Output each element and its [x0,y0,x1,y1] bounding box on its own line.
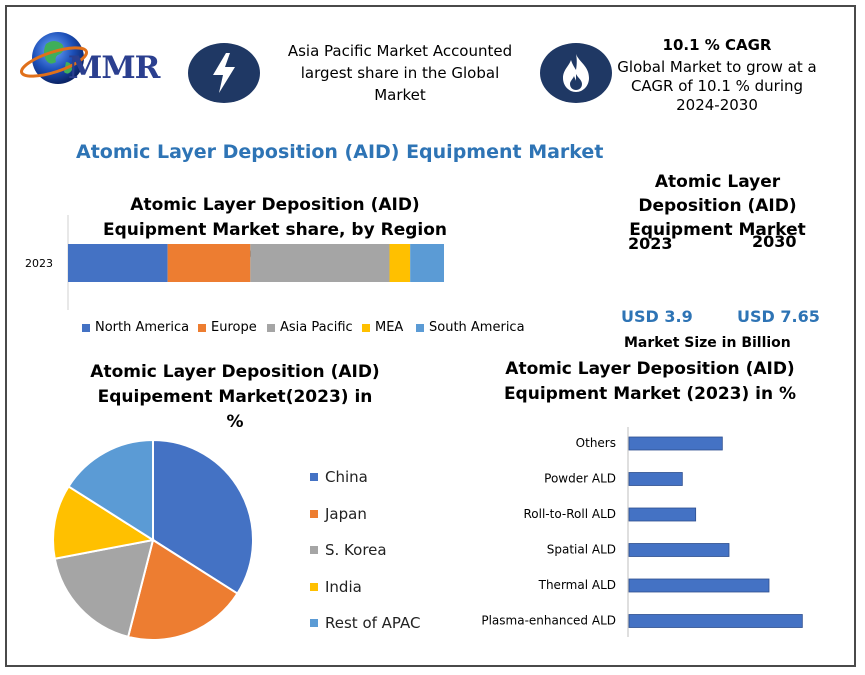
hbar-category-label: Spatial ALD [547,543,616,557]
market-size-title: Atomic Layer Deposition (AID) Equipment … [629,172,806,240]
region-stacked-bar-chart: 2023 [25,215,444,310]
legend-label: MEA [375,320,404,335]
legend-label: Asia Pacific [280,320,353,335]
legend-swatch [416,323,424,332]
legend-swatch [310,473,318,481]
hbar-category-label: Others [576,436,616,450]
globe-icon [20,32,88,84]
region-legend-item: Asia Pacific [267,320,353,335]
legend-swatch [267,323,275,332]
pie-legend-item: India [310,578,362,596]
legend-swatch [198,323,206,332]
year-2030: 2030 [752,232,797,251]
pie-legend-item: S. Korea [310,541,387,559]
logo-text: MMR [68,50,160,86]
market-value-2023: USD 3.9 [621,307,693,326]
stack-segment-north-america [68,244,168,282]
apac-share-text: Asia Pacific Market Accounted largest sh… [287,42,513,104]
year-2023: 2023 [628,234,673,253]
legend-swatch [310,582,318,591]
technology-chart-title: Atomic Layer Deposition (AID) Equipment … [503,359,797,404]
legend-label: Japan [325,504,367,523]
pie-chart-title: Atomic Layer Deposition (AID) Equipement… [90,362,380,432]
hbar-category-label: Roll-to-Roll ALD [524,507,617,521]
region-legend-item: MEA [362,320,403,335]
market-size-caption: Market Size in Billion [624,335,791,351]
pie-slice-india [52,485,156,560]
cagr-title: 10.1 % CAGR [662,36,772,54]
lightning-badge [188,43,260,103]
technology-bar-chart: Others Powder ALD Roll-to-Roll ALD Spatial … [481,427,803,637]
pie-legend-item: Rest of APAC [310,614,421,632]
hbar-category-label: Thermal ALD [538,578,616,592]
apac-pie-chart [52,438,254,641]
pie-legend-item: Japan [310,505,367,523]
pie-slice-s-korea [53,538,155,639]
pie-slice-rest-of-apac [67,438,154,542]
legend-label: India [325,577,362,596]
hbar-bar-roll-to-roll-ald [628,507,697,522]
legend-swatch [82,323,90,332]
region-legend-item: South America [416,320,525,335]
stack-segment-asia-pacific [250,244,390,282]
stack-segment-mea [389,244,411,282]
hbar-category-label: Powder ALD [544,472,616,486]
legend-label: S. Korea [325,541,387,559]
legend-label: China [325,468,368,486]
region-legend-item: Europe [198,320,257,335]
stack-category-label: 2023 [25,257,53,270]
legend-label: South America [429,320,525,335]
pie-slice-japan [126,538,239,641]
stack-segment-europe [167,244,251,282]
hbar-bar-others [628,436,723,451]
legend-label: Europe [211,320,257,335]
hbar-bar-spatial-ald [628,543,730,557]
legend-swatch [310,546,318,554]
mmr-logo: MMR [18,22,178,92]
cagr-text: Global Market to grow at a CAGR of 10.1 … [617,58,817,114]
pie-legend-item: China [310,468,368,486]
hbar-bar-thermal-ald [628,578,770,593]
infographic-frame [5,5,856,667]
region-legend-item: North America [82,320,189,335]
flame-badge [540,43,612,103]
legend-swatch [310,619,318,627]
hbar-bar-powder-ald [628,472,683,486]
legend-swatch [362,323,370,332]
stack-segment-south-america [410,244,444,282]
lightning-icon [213,53,235,93]
hbar-bar-plasma-enhanced-ald [628,614,803,628]
flame-icon [563,54,589,92]
main-title: Atomic Layer Deposition (AID) Equipment … [76,141,604,163]
hbar-category-label: Plasma-enhanced ALD [481,614,616,628]
legend-swatch [310,509,318,518]
legend-label: Rest of APAC [325,614,421,632]
market-value-2030: USD 7.65 [737,307,820,326]
legend-label: North America [95,320,190,335]
